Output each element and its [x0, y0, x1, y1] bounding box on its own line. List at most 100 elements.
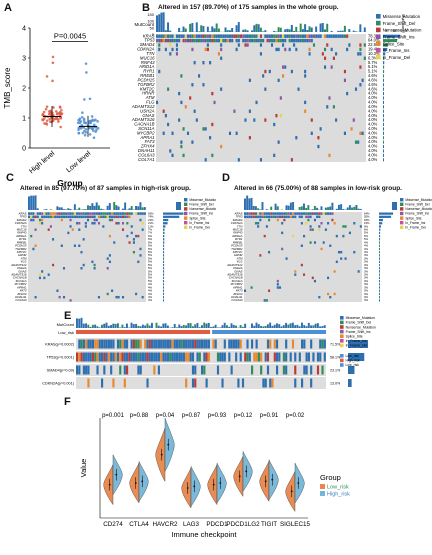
mutation-cell: [83, 238, 85, 240]
mutation-cell: [260, 43, 262, 46]
mutation-cell: [216, 35, 218, 38]
mutation-cell: [328, 35, 330, 38]
mutation-cell: [251, 35, 253, 38]
mutation-cell: [118, 212, 120, 214]
mutcount-bar: [140, 326, 142, 328]
mutcount-bar: [45, 209, 47, 210]
p-value-label: p=0.12: [234, 413, 253, 419]
mutation-cell: [194, 39, 196, 42]
mutation-cell: [110, 340, 112, 349]
gene-frequency-bar: [383, 132, 384, 135]
mutation-cell: [144, 340, 146, 349]
panel-a-label: A: [4, 2, 12, 14]
data-point: [46, 119, 49, 122]
mutation-cell: [283, 212, 285, 214]
mutation-cell: [282, 65, 284, 68]
mutation-cell: [325, 212, 327, 214]
mutation-cell: [129, 216, 131, 218]
mutation-cell: [255, 222, 257, 224]
legend-entry: Nonsense_Mutation: [405, 207, 432, 211]
mutcount-bar: [35, 195, 37, 210]
data-point: [83, 98, 86, 101]
mutcount-bar: [70, 209, 72, 210]
mutcount-bar: [299, 326, 301, 328]
x-tick-label: TIGIT: [261, 521, 277, 528]
mutation-cell: [228, 340, 230, 349]
mutation-cell: [121, 353, 123, 362]
data-point: [85, 71, 88, 74]
mutation-cell: [320, 248, 322, 250]
mutation-cell: [297, 87, 299, 90]
violin-half: [243, 451, 252, 491]
risk-bar-high: [76, 330, 210, 334]
mutation-cell: [124, 366, 126, 375]
mean-point: [109, 484, 111, 486]
mutcount-bar: [336, 209, 338, 210]
data-point: [84, 134, 87, 137]
legend-entry: Missense_Mutation: [189, 198, 216, 202]
gene-frequency-bar: [163, 286, 164, 288]
data-point: [43, 111, 46, 114]
x-tick-label: HAVCR2: [152, 521, 178, 528]
mutation-cell: [171, 353, 173, 362]
mutation-cell: [317, 353, 319, 362]
gene-frequency-bar: [379, 267, 380, 269]
mutcount-bar: [76, 318, 78, 328]
mutation-cell: [56, 212, 58, 214]
mutation-cell: [255, 101, 257, 104]
mutation-cell: [187, 353, 189, 362]
mutcount-bar: [286, 29, 288, 32]
mutation-cell: [169, 340, 171, 349]
mutation-cell: [292, 340, 294, 349]
mutation-cell: [85, 225, 87, 227]
legend-swatch: [340, 344, 344, 348]
mutation-cell: [83, 340, 85, 349]
legend-swatch: [340, 325, 344, 329]
gene-frequency-bar: [163, 274, 164, 276]
mutation-cell: [359, 132, 361, 135]
gene-frequency-bar: [163, 277, 164, 279]
mutation-cell: [276, 353, 278, 362]
mutation-cell: [118, 222, 120, 224]
gene-frequency-bar: [163, 293, 164, 295]
mutation-cell: [151, 353, 153, 362]
mutation-cell: [297, 39, 299, 42]
mutation-cell: [176, 353, 178, 362]
gene-frequency-bar: [379, 229, 380, 231]
mutation-cell: [253, 39, 255, 42]
mutation-cell: [32, 248, 34, 250]
mutation-cell: [273, 123, 275, 126]
mutation-cell: [238, 43, 240, 46]
mutation-cell: [308, 353, 310, 362]
mutation-cell: [284, 35, 286, 38]
mutation-cell: [304, 101, 306, 104]
mutation-cell: [74, 245, 76, 247]
mutation-cell: [351, 127, 353, 130]
mutation-cell: [198, 74, 200, 77]
mutcount-bar: [289, 29, 291, 32]
legend-entry: Frame_Shift_Del: [405, 203, 429, 207]
mutation-cell: [158, 340, 160, 349]
mutation-cell: [48, 216, 50, 218]
mutation-cell: [196, 35, 198, 38]
mutation-cell: [205, 35, 207, 38]
mutation-cell: [103, 340, 105, 349]
mutation-cell: [323, 212, 325, 214]
mutcount-bar: [144, 207, 146, 210]
y-tick-label: 3: [22, 56, 26, 63]
mutcount-bar: [276, 323, 278, 328]
mutation-cell: [269, 70, 271, 73]
gene-row-label: TP53(p=0.0001): [46, 356, 74, 360]
mutation-cell: [65, 216, 67, 218]
mutation-cell: [81, 340, 83, 349]
mutation-cell: [237, 340, 239, 349]
mutcount-bar: [191, 23, 193, 32]
gene-frequency-bar: [379, 296, 380, 298]
legend-swatch: [376, 34, 381, 39]
mutation-cell: [189, 39, 191, 42]
mutation-cell: [209, 39, 211, 42]
mutation-cell: [171, 35, 173, 38]
mutation-cell: [247, 43, 249, 46]
mutation-cell: [187, 39, 189, 42]
mutation-cell: [290, 216, 292, 218]
